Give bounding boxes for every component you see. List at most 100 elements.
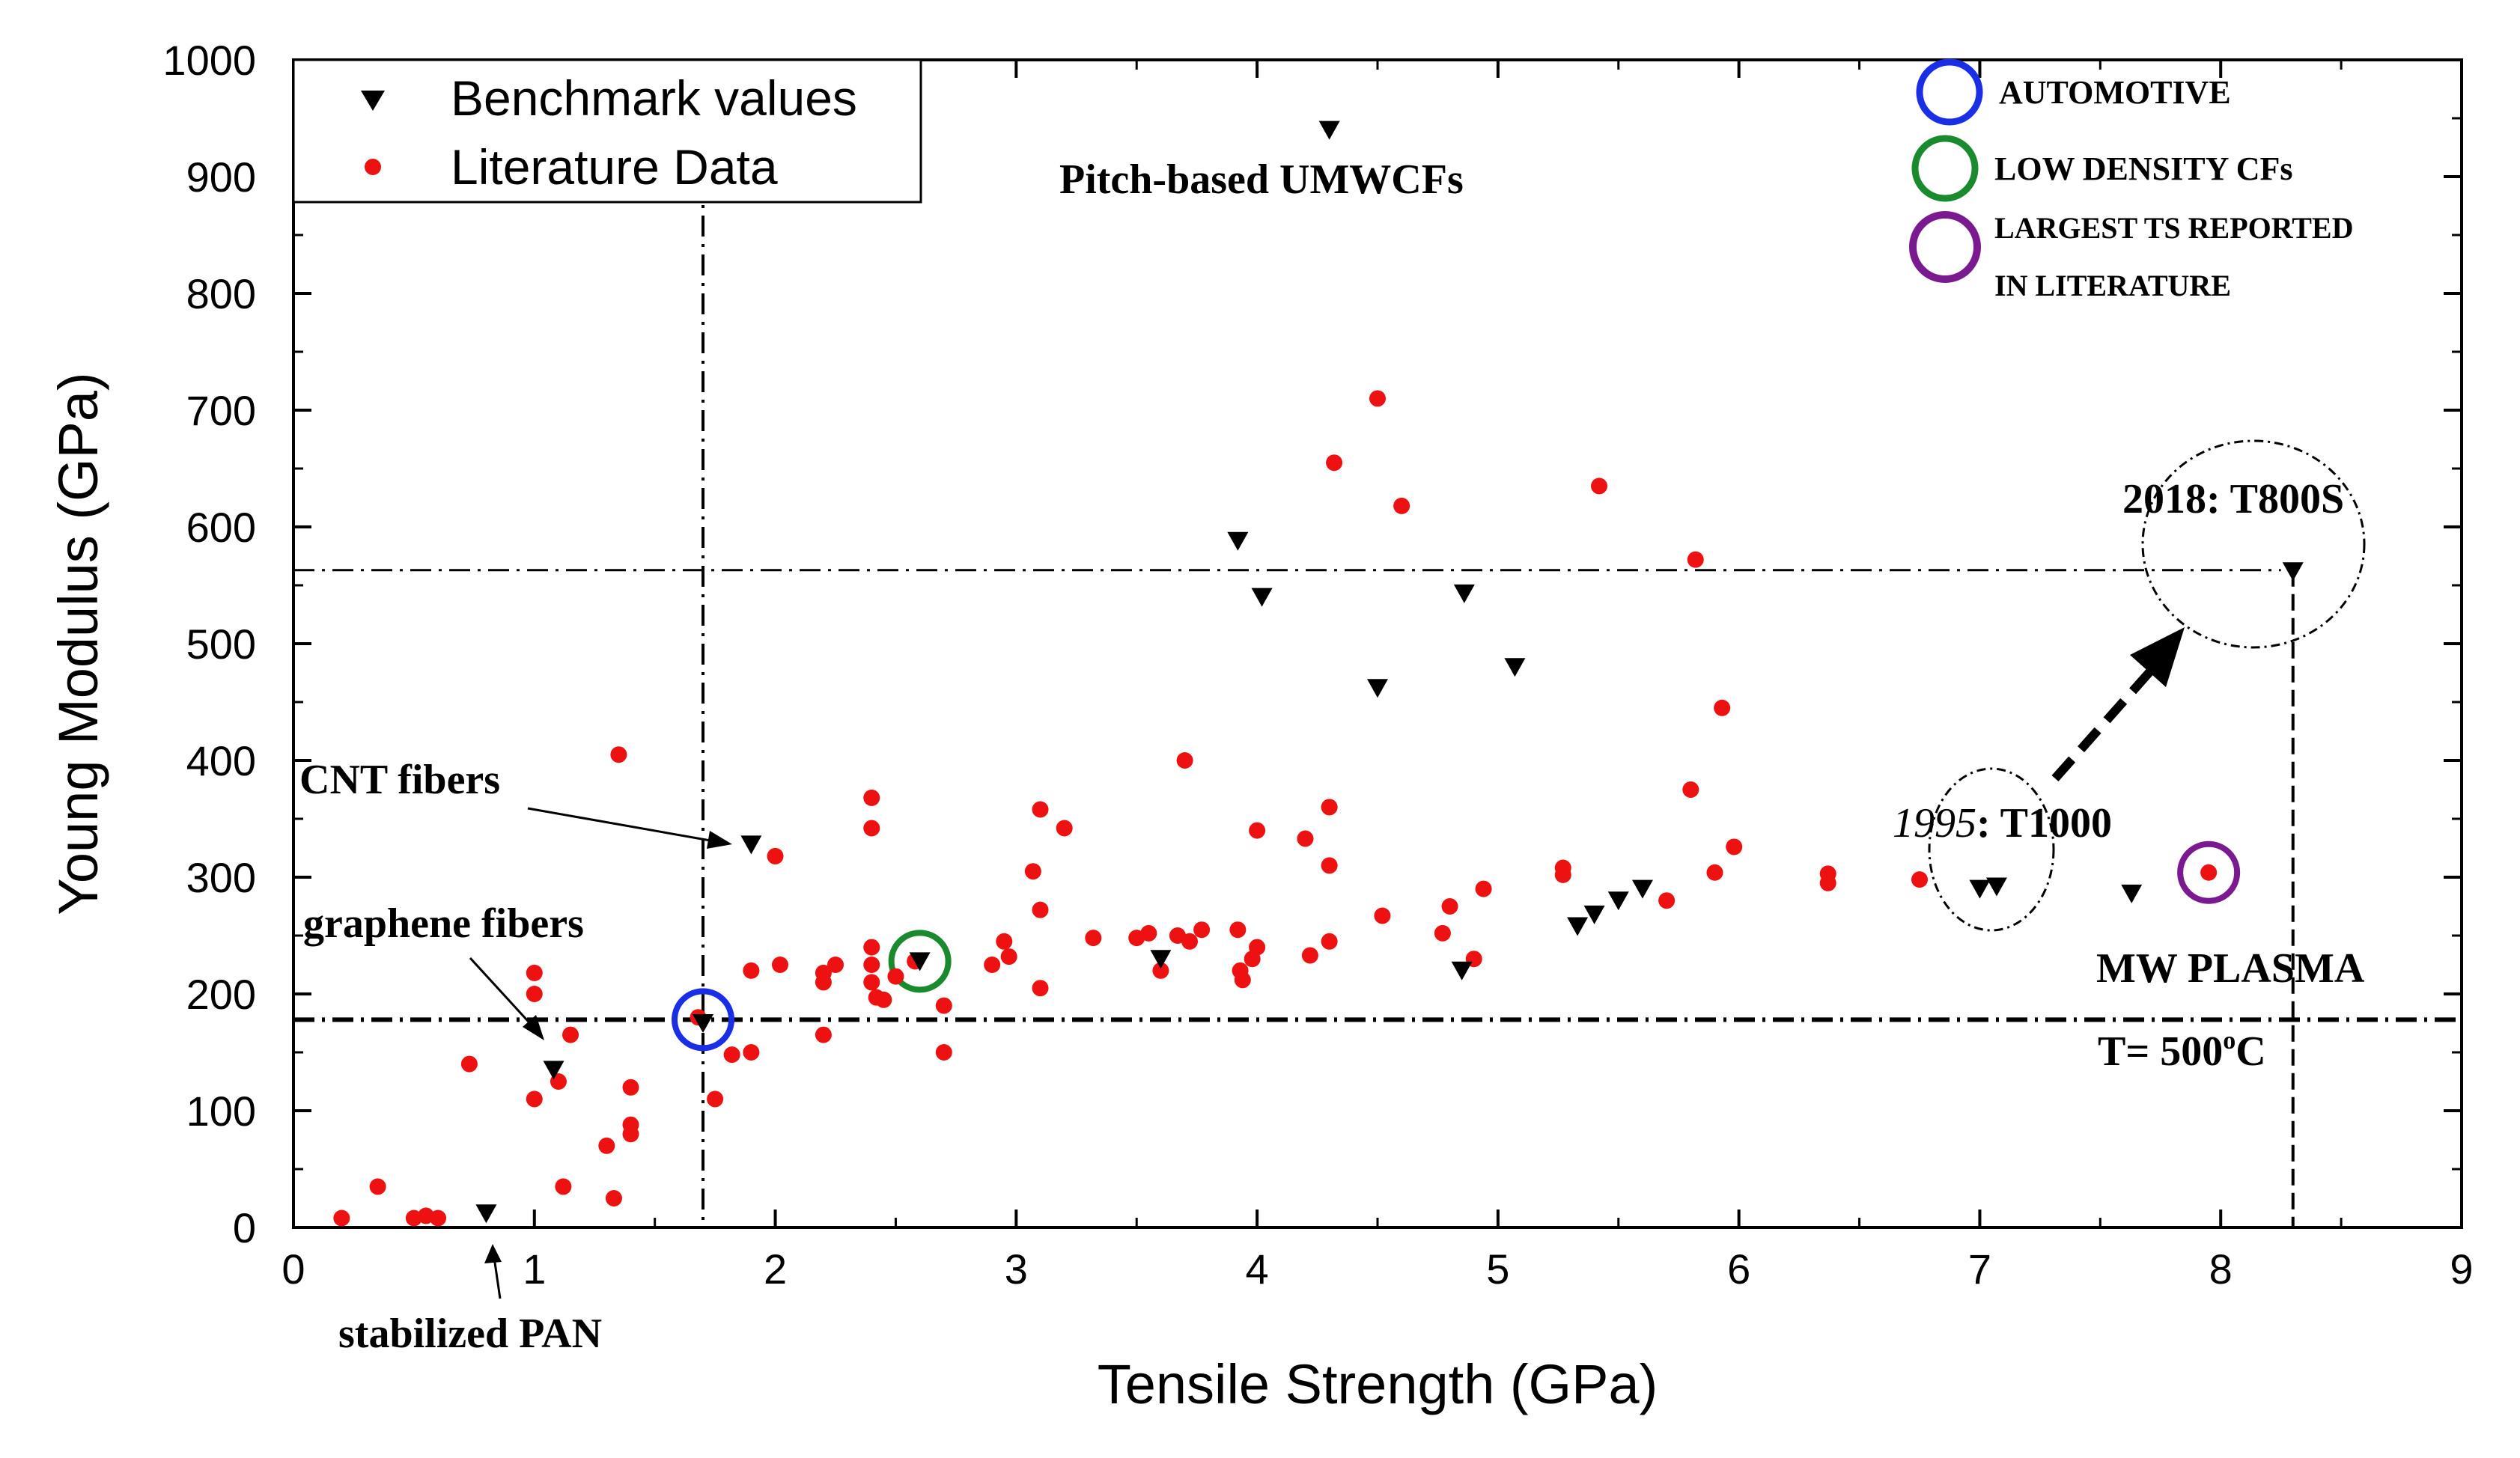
t1000-year: 1995 xyxy=(1893,800,1976,847)
y-tick-label: 1000 xyxy=(162,37,256,84)
literature-data-point xyxy=(1321,799,1338,816)
progress-arrow-line xyxy=(2051,662,2160,781)
benchmark-data-point xyxy=(1504,658,1526,677)
pan-arrow-line xyxy=(493,1257,502,1299)
legend: Benchmark values Literature Data xyxy=(292,58,922,204)
pan-annotation: stabilized PAN xyxy=(338,1311,602,1357)
literature-data-point xyxy=(1249,939,1266,956)
y-tick-label: 400 xyxy=(186,737,256,784)
x-tick-label: 7 xyxy=(1968,1245,1991,1293)
progress-arrowhead xyxy=(2130,627,2185,687)
x-axis-title: Tensile Strength (GPa) xyxy=(1098,1353,1658,1415)
literature-data-point xyxy=(1591,478,1608,495)
literature-data-point xyxy=(863,957,880,973)
graphene-arrow-line xyxy=(469,957,537,1031)
pan-arrowhead xyxy=(484,1244,502,1263)
temperature-annotation: T= 500oC xyxy=(2098,1027,2266,1075)
literature-data-point xyxy=(1706,864,1723,881)
literature-data-point xyxy=(2200,864,2218,881)
pitch-annotation: Pitch-based UMWCFs xyxy=(1059,156,1464,203)
literature-data-point xyxy=(1321,933,1338,950)
x-tick-label: 5 xyxy=(1486,1245,1509,1293)
literature-data-point xyxy=(1297,830,1314,847)
literature-data-point xyxy=(1140,924,1157,942)
literature-data-point xyxy=(935,1044,952,1061)
benchmark-data-point xyxy=(1251,588,1273,607)
literature-data-point xyxy=(1714,699,1731,716)
benchmark-data-point xyxy=(475,1204,497,1224)
largest-ts-legend-label-line2: IN LITERATURE xyxy=(1994,269,2231,302)
literature-data-point xyxy=(1326,454,1343,472)
literature-data-series xyxy=(333,390,2218,1227)
literature-data-point xyxy=(707,1091,724,1108)
literature-data-point xyxy=(430,1210,447,1227)
benchmark-data-point xyxy=(1583,905,1605,924)
literature-data-point xyxy=(1249,822,1266,839)
literature-data-point xyxy=(771,957,788,973)
literature-data-point xyxy=(1085,930,1102,947)
legend-box xyxy=(292,58,922,204)
literature-data-point xyxy=(1032,980,1049,997)
literature-data-point xyxy=(815,1026,832,1043)
t800-dashed-circle xyxy=(2141,439,2366,649)
literature-data-point xyxy=(598,1137,615,1154)
literature-data-point xyxy=(743,962,760,979)
automotive-legend-label: AUTOMOTIVE xyxy=(1999,74,2231,111)
literature-data-point xyxy=(815,964,832,981)
cnt-annotation: CNT fibers xyxy=(299,757,500,803)
literature-data-point xyxy=(605,1190,622,1207)
literature-data-point xyxy=(887,968,904,985)
literature-data-point xyxy=(1441,898,1458,915)
literature-data-point xyxy=(1176,752,1193,769)
literature-data-point xyxy=(863,789,880,806)
x-tick-label: 0 xyxy=(281,1245,305,1293)
literature-data-point xyxy=(1726,838,1743,855)
benchmark-data-point xyxy=(1318,121,1340,140)
graphene-arrowhead xyxy=(523,1015,544,1040)
literature-data-point xyxy=(1301,947,1318,964)
literature-data-point xyxy=(1369,390,1386,407)
literature-data-point xyxy=(767,847,784,864)
annotations: Pitch-based UMWCFs CNT fibers graphene f… xyxy=(299,156,2366,1357)
temp-prefix: T= 500 xyxy=(2098,1028,2223,1075)
literature-data-point xyxy=(526,964,543,981)
highlight-circle xyxy=(2177,841,2241,904)
literature-data-point xyxy=(526,1091,543,1108)
literature-data-point xyxy=(1434,924,1451,942)
highlight-circles xyxy=(672,841,2241,1052)
literature-data-point xyxy=(1819,874,1836,891)
y-axis-title: Young Modulus (GPa) xyxy=(47,372,109,915)
literature-data-point xyxy=(526,986,543,1002)
literature-data-point xyxy=(1234,972,1251,989)
benchmark-data-point xyxy=(1453,584,1475,603)
legend-benchmark-label: Benchmark values xyxy=(451,70,857,126)
t1000-dashed-circle xyxy=(1928,767,2055,932)
literature-data-point xyxy=(875,991,892,1008)
literature-data-point xyxy=(1374,907,1391,924)
benchmark-data-point xyxy=(543,1061,564,1080)
y-tick-label: 300 xyxy=(186,854,256,901)
benchmark-data-point xyxy=(2121,884,2143,903)
benchmark-data-point xyxy=(909,952,931,972)
largest-ts-legend-label-line1: LARGEST TS REPORTED xyxy=(1994,211,2354,245)
y-tick-label: 700 xyxy=(186,387,256,434)
temp-suffix: C xyxy=(2236,1028,2265,1075)
benchmark-data-point xyxy=(740,835,762,855)
literature-data-point xyxy=(1682,781,1699,798)
benchmark-data-point xyxy=(1451,961,1473,980)
legend-literature-marker xyxy=(365,159,381,175)
largest-ts-legend-circle xyxy=(1909,211,1981,283)
literature-data-point xyxy=(622,1079,639,1096)
literature-data-point xyxy=(1911,871,1928,888)
literature-data-point xyxy=(555,1178,572,1195)
literature-data-point xyxy=(827,957,844,973)
literature-data-point xyxy=(743,1044,760,1061)
literature-data-point xyxy=(333,1210,350,1227)
literature-data-point xyxy=(1032,801,1049,818)
literature-data-point xyxy=(622,1126,639,1143)
benchmark-series xyxy=(475,121,2304,1224)
cnt-arrow-line xyxy=(527,807,719,844)
legend-literature-label: Literature Data xyxy=(451,139,778,195)
literature-data-point xyxy=(562,1026,579,1043)
